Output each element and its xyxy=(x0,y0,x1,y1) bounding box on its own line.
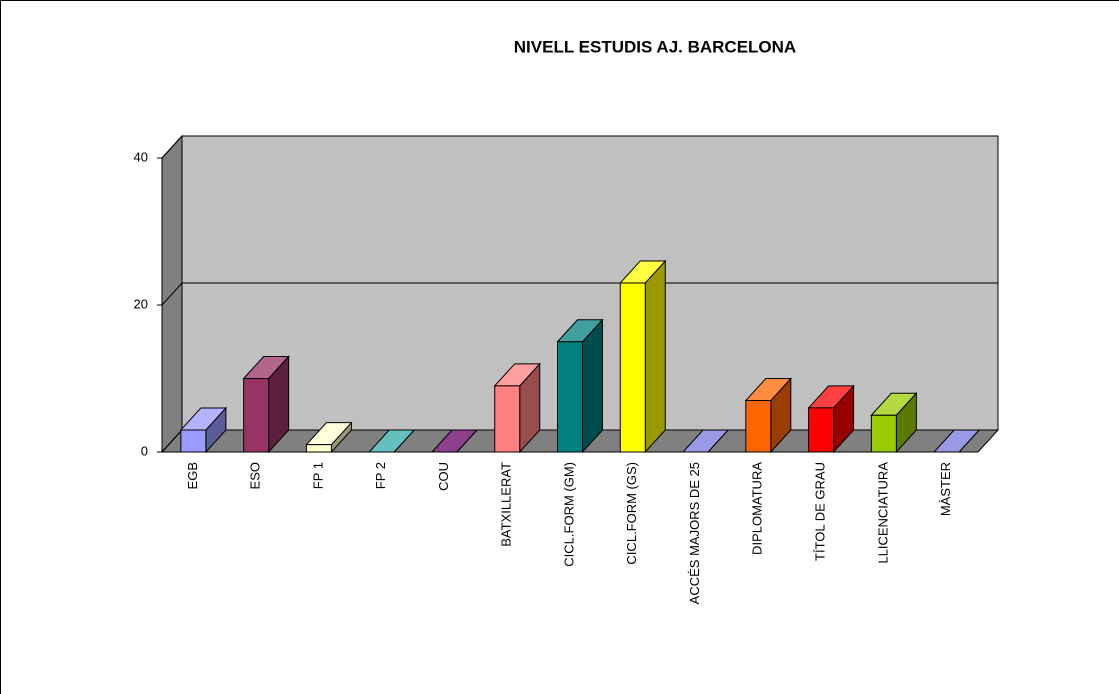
x-tick-label: TÍTOL DE GRAU xyxy=(813,462,828,561)
x-tick-label: LLICENCIATURA xyxy=(875,462,890,564)
bar xyxy=(242,355,290,454)
bar-face xyxy=(180,429,207,453)
bar-face xyxy=(557,341,583,453)
bar xyxy=(870,391,918,454)
bar xyxy=(493,362,541,454)
bar xyxy=(744,377,792,454)
bar-face xyxy=(243,378,270,453)
bar-face xyxy=(305,444,332,453)
bar-face xyxy=(745,400,772,453)
bar-face xyxy=(808,407,835,453)
bar xyxy=(807,384,855,454)
grid-line xyxy=(161,135,998,159)
y-tick-label: 0 xyxy=(141,443,148,458)
x-tick-label: DIPLOMATURA xyxy=(750,462,765,555)
x-tick-label: CICL.FORM (GS) xyxy=(624,462,639,565)
bar xyxy=(619,259,667,454)
x-tick-label: BATXILLERAT xyxy=(499,462,514,547)
x-tick-label: CICL.FORM (GM) xyxy=(561,462,576,567)
bar xyxy=(556,318,604,454)
x-tick-label: FP 1 xyxy=(310,462,325,489)
x-tick-label: COU xyxy=(436,462,451,491)
bar-face xyxy=(494,385,521,453)
x-tick-label: EGB xyxy=(185,462,200,489)
x-tick-label: ACCÉS MAJORS DE 25 xyxy=(687,462,702,604)
bar-face xyxy=(582,318,603,454)
bar-face xyxy=(619,282,646,453)
chart-title: NIVELL ESTUDIS AJ. BARCELONA xyxy=(514,37,796,56)
x-tick-label: FP 2 xyxy=(373,462,388,489)
x-tick-label: ESO xyxy=(248,462,263,489)
grid-line xyxy=(161,282,998,306)
bar-face xyxy=(870,414,897,453)
bar xyxy=(179,406,228,454)
x-tick-label: MÀSTER xyxy=(938,462,953,516)
y-tick-label: 20 xyxy=(134,296,148,311)
bar xyxy=(305,421,353,454)
y-tick-label: 40 xyxy=(134,149,148,164)
bar-face xyxy=(644,259,666,454)
